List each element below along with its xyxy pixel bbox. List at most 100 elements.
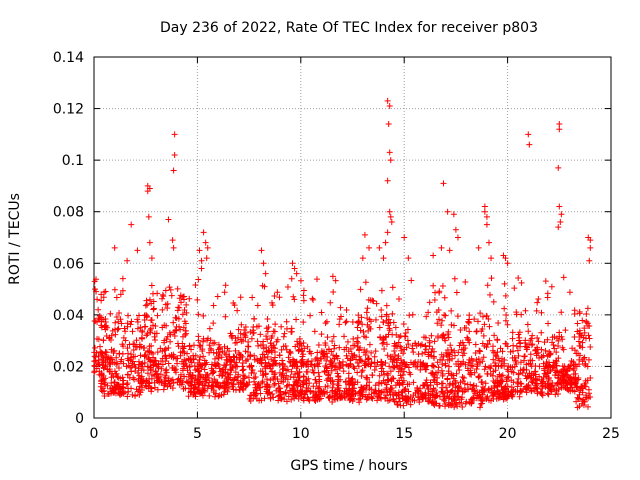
data-point	[277, 388, 284, 395]
data-point	[446, 351, 453, 358]
data-point	[94, 296, 101, 303]
data-point	[479, 326, 486, 333]
data-point	[461, 325, 468, 332]
data-point	[462, 345, 469, 352]
data-point	[258, 356, 265, 363]
data-point	[121, 325, 128, 332]
data-point	[128, 221, 135, 228]
data-point	[258, 247, 265, 254]
data-point	[177, 371, 184, 378]
data-point	[245, 349, 252, 356]
data-point	[409, 311, 416, 318]
data-point	[401, 234, 408, 241]
data-point	[336, 344, 343, 351]
data-point	[264, 353, 271, 360]
data-point	[516, 334, 523, 341]
data-point	[582, 335, 589, 342]
data-point	[309, 295, 316, 302]
data-point	[480, 354, 487, 361]
data-point	[567, 374, 574, 381]
data-point	[556, 121, 563, 128]
data-point	[538, 353, 545, 360]
data-point	[300, 319, 307, 326]
data-point	[321, 368, 328, 375]
data-point	[250, 327, 257, 334]
data-point	[467, 360, 474, 367]
data-point	[341, 346, 348, 353]
data-point	[174, 340, 181, 347]
data-point	[143, 314, 150, 321]
data-point	[337, 362, 344, 369]
data-point	[283, 372, 290, 379]
data-point	[488, 275, 495, 282]
data-point	[107, 354, 114, 361]
data-point	[331, 342, 338, 349]
data-point	[113, 294, 120, 301]
data-point	[135, 365, 142, 372]
data-point	[248, 370, 255, 377]
data-point	[268, 349, 275, 356]
data-point	[328, 359, 335, 366]
data-point	[430, 362, 437, 369]
data-point	[230, 386, 237, 393]
data-point	[250, 329, 257, 336]
data-point	[557, 219, 564, 226]
data-point	[159, 291, 166, 298]
data-point	[188, 359, 195, 366]
data-point	[247, 353, 254, 360]
data-point	[163, 322, 170, 329]
data-point	[260, 345, 267, 352]
data-point	[249, 366, 256, 373]
data-point	[222, 282, 229, 289]
data-point	[125, 312, 132, 319]
data-point	[452, 384, 459, 391]
data-point	[316, 383, 323, 390]
data-point	[487, 363, 494, 370]
data-point	[366, 379, 373, 386]
data-point	[544, 380, 551, 387]
data-point	[198, 365, 205, 372]
data-point	[236, 355, 243, 362]
data-point	[404, 326, 411, 333]
data-point	[361, 349, 368, 356]
data-point	[226, 353, 233, 360]
data-point	[197, 342, 204, 349]
data-point	[308, 350, 315, 357]
data-point	[435, 307, 442, 314]
data-point	[241, 375, 248, 382]
data-point	[186, 295, 193, 302]
data-point	[406, 369, 413, 376]
data-point	[161, 347, 168, 354]
data-point	[587, 237, 594, 244]
data-point	[171, 151, 178, 158]
data-point	[110, 350, 117, 357]
data-point	[560, 370, 567, 377]
data-point	[440, 396, 447, 403]
data-point	[522, 307, 529, 314]
data-point	[465, 367, 472, 374]
data-point	[510, 379, 517, 386]
data-point	[513, 309, 520, 316]
data-point	[349, 318, 356, 325]
data-point	[404, 381, 411, 388]
data-point	[157, 371, 164, 378]
data-point	[510, 369, 517, 376]
data-point	[263, 325, 270, 332]
data-point	[315, 341, 322, 348]
data-point	[473, 366, 480, 373]
data-point	[440, 180, 447, 187]
data-point	[118, 356, 125, 363]
data-point	[207, 345, 214, 352]
data-point	[573, 377, 580, 384]
data-point	[278, 323, 285, 330]
data-point	[451, 352, 458, 359]
data-point	[428, 349, 435, 356]
data-point	[440, 331, 447, 338]
data-point	[94, 335, 101, 342]
data-point	[378, 287, 385, 294]
data-point	[504, 321, 511, 328]
data-point	[181, 343, 188, 350]
data-point	[350, 379, 357, 386]
data-point	[423, 313, 430, 320]
data-point	[124, 257, 131, 264]
